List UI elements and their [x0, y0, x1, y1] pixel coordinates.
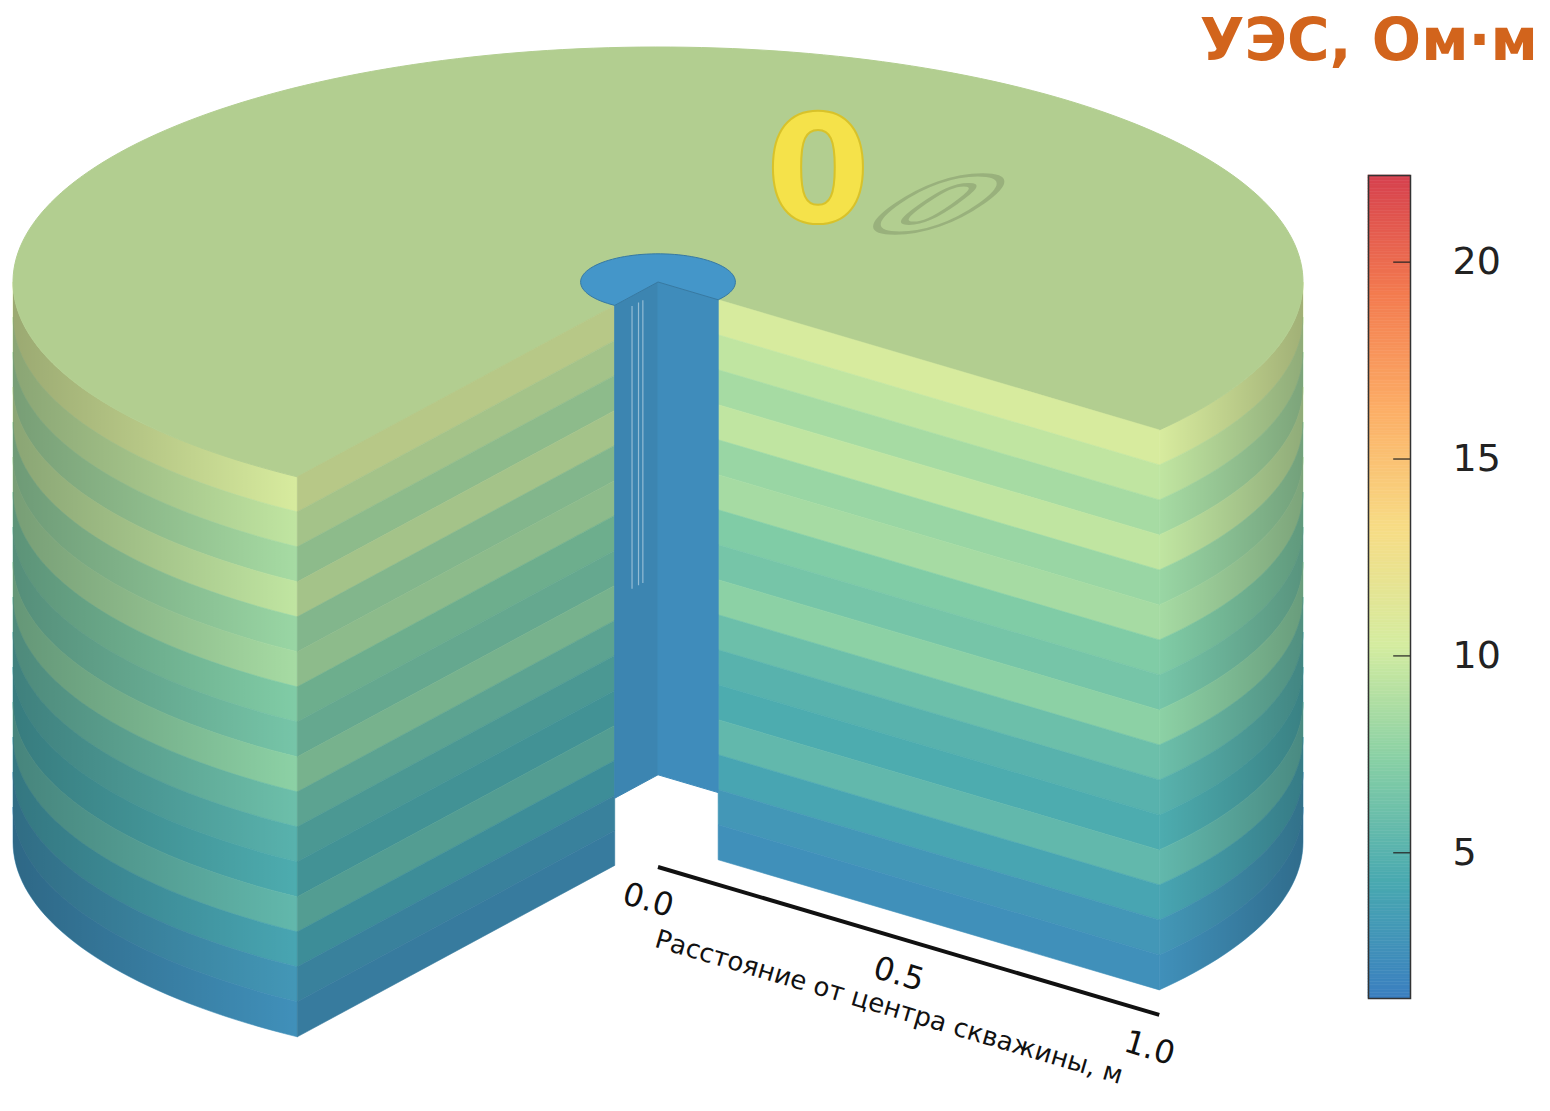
svg-text:0.5: 0.5	[869, 948, 929, 999]
svg-text:5: 5	[1453, 830, 1477, 874]
svg-text:1.0: 1.0	[1120, 1022, 1180, 1073]
svg-text:10: 10	[1453, 633, 1501, 677]
svg-text:0.0: 0.0	[619, 874, 679, 925]
html-text:УЭС, Ом·м: УЭС, Ом·м	[1199, 6, 1538, 74]
svg-text:15: 15	[1453, 436, 1501, 480]
svg-text:0: 0	[824, 160, 1050, 250]
svg-text:0: 0	[766, 83, 870, 257]
svg-text:20: 20	[1453, 239, 1501, 283]
svg-text:Расстояние от центра скважины,: Расстояние от центра скважины, м	[652, 923, 1127, 1089]
